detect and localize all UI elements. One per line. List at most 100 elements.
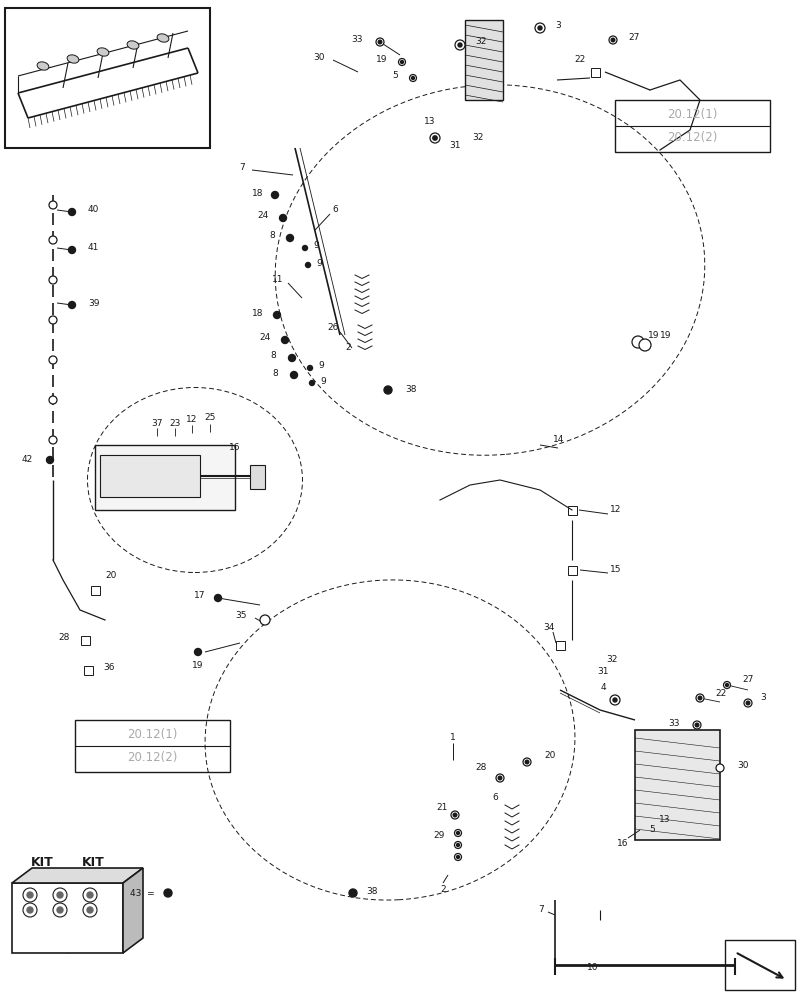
Text: 33: 33 [351, 35, 363, 44]
Text: 7: 7 [239, 163, 245, 172]
Text: 9: 9 [316, 258, 322, 267]
Circle shape [525, 760, 528, 764]
Text: 8: 8 [272, 368, 278, 377]
Circle shape [69, 246, 75, 253]
Circle shape [49, 236, 57, 244]
Circle shape [309, 380, 314, 385]
Circle shape [430, 133, 440, 143]
Bar [250, 465, 265, 489]
Text: 38: 38 [405, 385, 416, 394]
Text: 1: 1 [450, 734, 456, 742]
Text: 28: 28 [59, 634, 70, 643]
Circle shape [453, 813, 457, 817]
Bar [81, 636, 90, 645]
Circle shape [49, 436, 57, 444]
Text: 6: 6 [492, 794, 498, 802]
Circle shape [639, 339, 651, 351]
Circle shape [716, 764, 724, 772]
Text: 24: 24 [258, 212, 268, 221]
Text: 30: 30 [314, 53, 325, 62]
Text: 23: 23 [170, 418, 181, 428]
Text: 20.12(2): 20.12(2) [667, 131, 718, 144]
Circle shape [384, 386, 392, 394]
Circle shape [49, 201, 57, 209]
Bar [465, 20, 503, 100]
Circle shape [457, 856, 460, 858]
Bar [5, 8, 210, 148]
Ellipse shape [67, 55, 79, 63]
Ellipse shape [127, 41, 139, 49]
Circle shape [454, 842, 461, 848]
Text: 6: 6 [332, 206, 338, 215]
Bar [591, 68, 600, 77]
Circle shape [83, 903, 97, 917]
Text: 37: 37 [151, 418, 162, 428]
Circle shape [458, 43, 462, 47]
Circle shape [69, 302, 75, 308]
Circle shape [499, 776, 502, 780]
Text: 8: 8 [269, 232, 275, 240]
Bar [725, 940, 795, 990]
Bar [95, 445, 235, 510]
Bar [568, 506, 577, 515]
Polygon shape [123, 868, 143, 953]
Text: 4: 4 [600, 684, 606, 692]
Circle shape [632, 336, 644, 348]
Circle shape [433, 136, 437, 140]
Ellipse shape [157, 34, 169, 42]
Text: 30: 30 [737, 762, 748, 770]
Text: 8: 8 [270, 352, 276, 360]
Text: 15: 15 [610, 566, 621, 574]
Text: 19: 19 [192, 660, 204, 670]
Circle shape [49, 276, 57, 284]
Text: 20: 20 [544, 750, 555, 760]
Text: 25: 25 [204, 414, 216, 422]
Circle shape [302, 245, 308, 250]
Circle shape [281, 336, 288, 344]
Circle shape [49, 356, 57, 364]
Text: 3: 3 [760, 692, 766, 702]
Text: 33: 33 [668, 718, 680, 728]
Circle shape [260, 615, 270, 625]
Circle shape [378, 40, 382, 44]
Text: 7: 7 [538, 906, 544, 914]
Circle shape [308, 365, 313, 370]
Circle shape [451, 811, 459, 819]
Text: 9: 9 [318, 361, 324, 370]
Text: KIT: KIT [31, 856, 53, 869]
Text: 32: 32 [606, 656, 617, 664]
Circle shape [164, 889, 172, 897]
Text: 34: 34 [544, 624, 555, 633]
Circle shape [87, 892, 93, 898]
Circle shape [47, 456, 53, 464]
Text: 19: 19 [376, 55, 387, 64]
Text: KIT: KIT [82, 856, 104, 869]
Circle shape [288, 355, 296, 361]
Text: 14: 14 [553, 436, 564, 444]
Text: 18: 18 [252, 188, 263, 198]
Text: 36: 36 [103, 664, 115, 672]
Circle shape [27, 892, 33, 898]
Text: 20.12(1): 20.12(1) [128, 728, 178, 741]
Bar [615, 100, 770, 152]
Circle shape [747, 701, 750, 705]
Circle shape [610, 695, 620, 705]
Circle shape [214, 594, 221, 601]
Text: 28: 28 [476, 764, 487, 772]
Circle shape [613, 698, 617, 702]
Circle shape [271, 192, 279, 198]
Ellipse shape [37, 62, 49, 70]
Text: 39: 39 [88, 298, 99, 308]
Circle shape [611, 38, 615, 42]
Text: 40: 40 [88, 206, 99, 215]
Circle shape [411, 77, 415, 80]
Circle shape [291, 371, 297, 378]
Circle shape [696, 694, 704, 702]
Text: 21: 21 [436, 804, 448, 812]
Text: 9: 9 [314, 241, 319, 250]
Circle shape [609, 36, 617, 44]
Circle shape [83, 888, 97, 902]
Text: 22: 22 [574, 55, 586, 64]
Text: 16: 16 [617, 838, 629, 848]
Circle shape [273, 312, 280, 318]
